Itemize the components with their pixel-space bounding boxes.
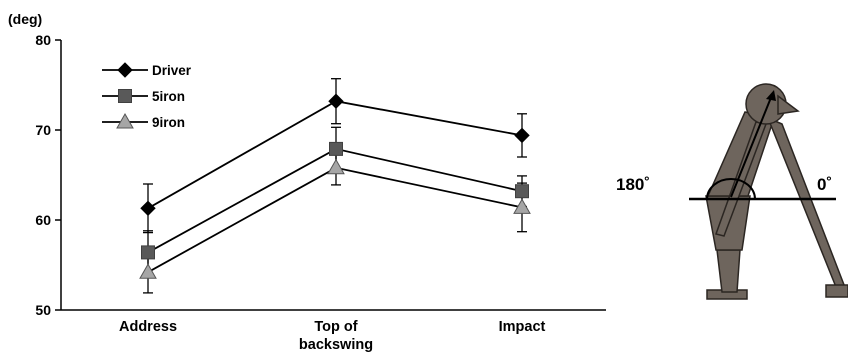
arrow-head (766, 90, 776, 101)
data-point-9iron (327, 158, 345, 175)
angle-arc (706, 178, 756, 200)
y-tick-label: 60 (35, 212, 51, 228)
legend-marker (118, 89, 132, 103)
angle-label-180: 180˚ (616, 175, 650, 194)
golfer-arm-back (766, 116, 848, 293)
series-line-9iron (147, 166, 523, 273)
golfer-lower-leg (716, 249, 741, 293)
data-point-5iron (141, 245, 155, 260)
data-point-driver (328, 93, 344, 109)
data-point-driver (140, 200, 156, 217)
x-tick-label: Impact (499, 319, 546, 335)
y-axis-label: (deg) (8, 11, 42, 27)
x-tick-label: Top of (314, 319, 357, 335)
x-tick-label: Address (119, 319, 177, 335)
y-tick-label: 50 (35, 302, 51, 318)
golfer-diagram: 180˚ 0˚ (616, 83, 848, 300)
angle-label-0: 0˚ (817, 175, 832, 194)
data-point-driver (514, 127, 530, 144)
plot-area: 50 60 70 80 Address Top of backswing Impact Driv… (35, 32, 606, 353)
legend-marker (116, 112, 134, 129)
golfer-face (777, 94, 800, 115)
legend-marker (117, 62, 133, 78)
trunk-angle-arrow (730, 94, 773, 198)
data-point-9iron (513, 198, 531, 214)
legend-label: 5iron (152, 89, 185, 104)
legend-label: 9iron (152, 115, 185, 130)
x-tick-label: backswing (299, 337, 373, 353)
legend-label: Driver (152, 63, 192, 78)
data-point-5iron (515, 184, 529, 199)
y-tick-label: 80 (35, 32, 51, 48)
data-point-9iron (139, 263, 157, 279)
golfer-club-head (825, 284, 848, 298)
y-tick-label: 70 (35, 122, 51, 138)
data-point-5iron (329, 141, 343, 156)
